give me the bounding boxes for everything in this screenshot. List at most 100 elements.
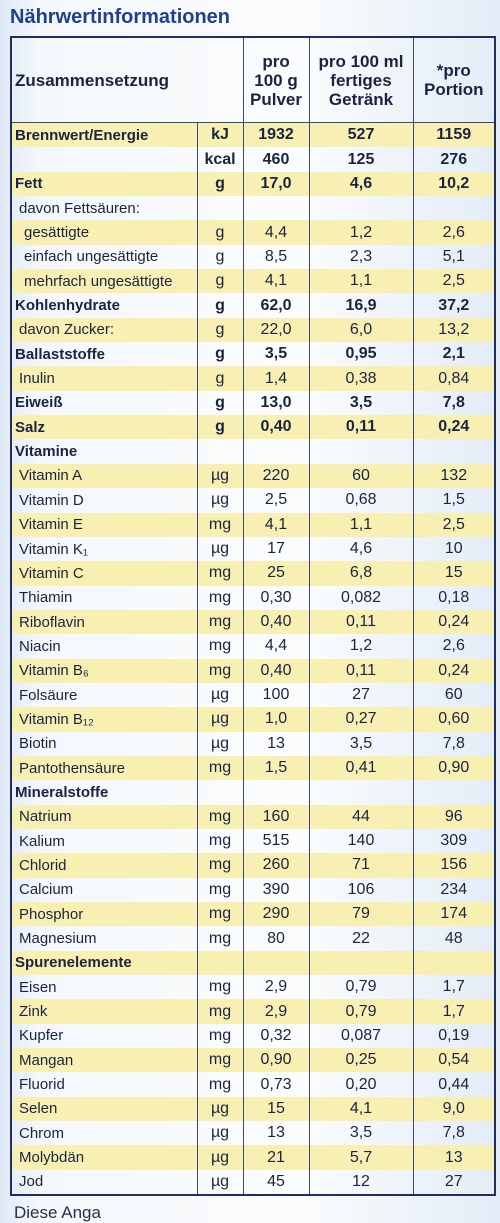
value-cell: 0,18	[412, 585, 496, 610]
value-cell: 7,8	[412, 390, 496, 416]
table-row: Eisen mg 2,9 0,79 1,7	[10, 975, 496, 1000]
nutrient-name: Brennwert/Energie	[10, 122, 197, 148]
value-cell: 0,40	[242, 415, 310, 440]
value-cell: 1,4	[242, 366, 310, 391]
value-cell: 13,2	[412, 317, 496, 343]
unit: g	[196, 269, 244, 294]
value-cell: 5,1	[412, 244, 496, 270]
nutrient-name: Eiweiß	[10, 390, 197, 416]
value-cell: 2,6	[412, 220, 496, 245]
table-row: Mangan mg 0,90 0,25 0,54	[10, 1048, 496, 1073]
nutrient-name: davon Fettsäuren:	[10, 196, 197, 221]
value-cell: 45	[242, 1169, 310, 1196]
unit: µg	[196, 731, 244, 756]
value-cell: 0,11	[308, 658, 414, 683]
table-row: Chlorid mg 260 71 156	[10, 853, 496, 878]
value-cell: 2,5	[412, 512, 496, 537]
table-row: davon Fettsäuren:	[10, 196, 496, 221]
unit: g	[196, 415, 244, 440]
value-cell: 13,0	[242, 390, 310, 416]
column-header: Zusammensetzung	[10, 37, 244, 123]
value-cell: 390	[242, 877, 310, 902]
unit: mg	[196, 804, 244, 829]
unit: µg	[196, 1169, 244, 1196]
unit: µg	[196, 682, 244, 708]
value-cell: 0,41	[308, 755, 414, 781]
value-cell: 4,1	[242, 512, 310, 537]
table-row: Biotin µg 13 3,5 7,8	[10, 731, 496, 756]
column-header: *pro Portion	[412, 37, 496, 123]
table-row: Vitamin K₁ µg 17 4,6 10	[10, 536, 496, 562]
nutrient-name: Vitamin C	[10, 561, 197, 586]
value-cell: 125	[308, 147, 414, 172]
value-cell: 4,4	[242, 220, 310, 245]
value-cell: 0,30	[242, 585, 310, 610]
value-cell: 96	[412, 804, 496, 829]
value-cell: 100	[242, 682, 310, 708]
value-cell: 27	[412, 1169, 496, 1196]
value-cell: 0,44	[412, 1072, 496, 1097]
value-cell: 234	[412, 877, 496, 902]
value-cell: 4,6	[308, 171, 414, 197]
value-cell	[242, 439, 310, 464]
column-header: pro 100 g Pulver	[242, 37, 310, 123]
value-cell: 515	[242, 828, 310, 854]
nutrient-name: Niacin	[10, 634, 197, 659]
nutrient-name: gesättigte	[10, 220, 197, 245]
unit: g	[196, 342, 244, 367]
value-cell: 3,5	[308, 1121, 414, 1146]
value-cell: 25	[242, 561, 310, 586]
value-cell: 79	[308, 902, 414, 927]
nutrient-name: Mineralstoffe	[10, 780, 197, 805]
value-cell: 0,79	[308, 975, 414, 1000]
nutrient-name: Jod	[10, 1169, 197, 1196]
table-row: Molybdän µg 21 5,7 13	[10, 1145, 496, 1170]
value-cell: 15	[412, 561, 496, 586]
value-cell: 6,0	[308, 317, 414, 343]
nutrient-name: Vitamin E	[10, 512, 197, 537]
value-cell: 4,4	[242, 634, 310, 659]
value-cell: 17	[242, 536, 310, 562]
unit: µg	[196, 463, 244, 489]
value-cell: 21	[242, 1145, 310, 1170]
table-row: Fett g 17,0 4,6 10,2	[10, 171, 496, 197]
nutrient-name: Salz	[10, 415, 197, 440]
unit: mg	[196, 658, 244, 683]
nutrient-name: Spurenelemente	[10, 950, 197, 976]
value-cell: 1159	[412, 122, 496, 148]
unit: mg	[196, 585, 244, 610]
value-cell: 60	[308, 463, 414, 489]
value-cell: 0,84	[412, 366, 496, 391]
table-row: Magnesium mg 80 22 48	[10, 926, 496, 951]
value-cell: 1,5	[242, 755, 310, 781]
value-cell: 3,5	[308, 731, 414, 756]
value-cell: 0,19	[412, 1023, 496, 1049]
table-row: Spurenelemente	[10, 950, 496, 976]
value-cell: 4,1	[308, 1096, 414, 1122]
value-cell: 2,5	[412, 269, 496, 294]
value-cell: 0,27	[308, 707, 414, 732]
nutrient-name: Natrium	[10, 804, 197, 829]
nutrient-name: Fett	[10, 171, 197, 197]
value-cell: 0,24	[412, 415, 496, 440]
nutrient-name: Eisen	[10, 975, 197, 1000]
table-row: einfach ungesättigte g 8,5 2,3 5,1	[10, 244, 496, 270]
value-cell: 9,0	[412, 1096, 496, 1122]
value-cell: 1,2	[308, 634, 414, 659]
nutrient-name: Vitamin K₁	[10, 536, 197, 562]
nutrient-name: Kupfer	[10, 1023, 197, 1049]
value-cell: 2,9	[242, 999, 310, 1024]
nutrient-name: Magnesium	[10, 926, 197, 951]
unit: µg	[196, 1145, 244, 1170]
value-cell: 13	[412, 1145, 496, 1170]
table-row: Riboflavin mg 0,40 0,11 0,24	[10, 609, 496, 635]
value-cell: 10	[412, 536, 496, 562]
nutrient-name: Vitamin B₁₂	[10, 707, 197, 732]
value-cell: 2,1	[412, 342, 496, 367]
footer-text: Diese Anga	[14, 1203, 101, 1222]
value-cell: 1,2	[308, 220, 414, 245]
value-cell: 60	[412, 682, 496, 708]
unit: mg	[196, 634, 244, 659]
